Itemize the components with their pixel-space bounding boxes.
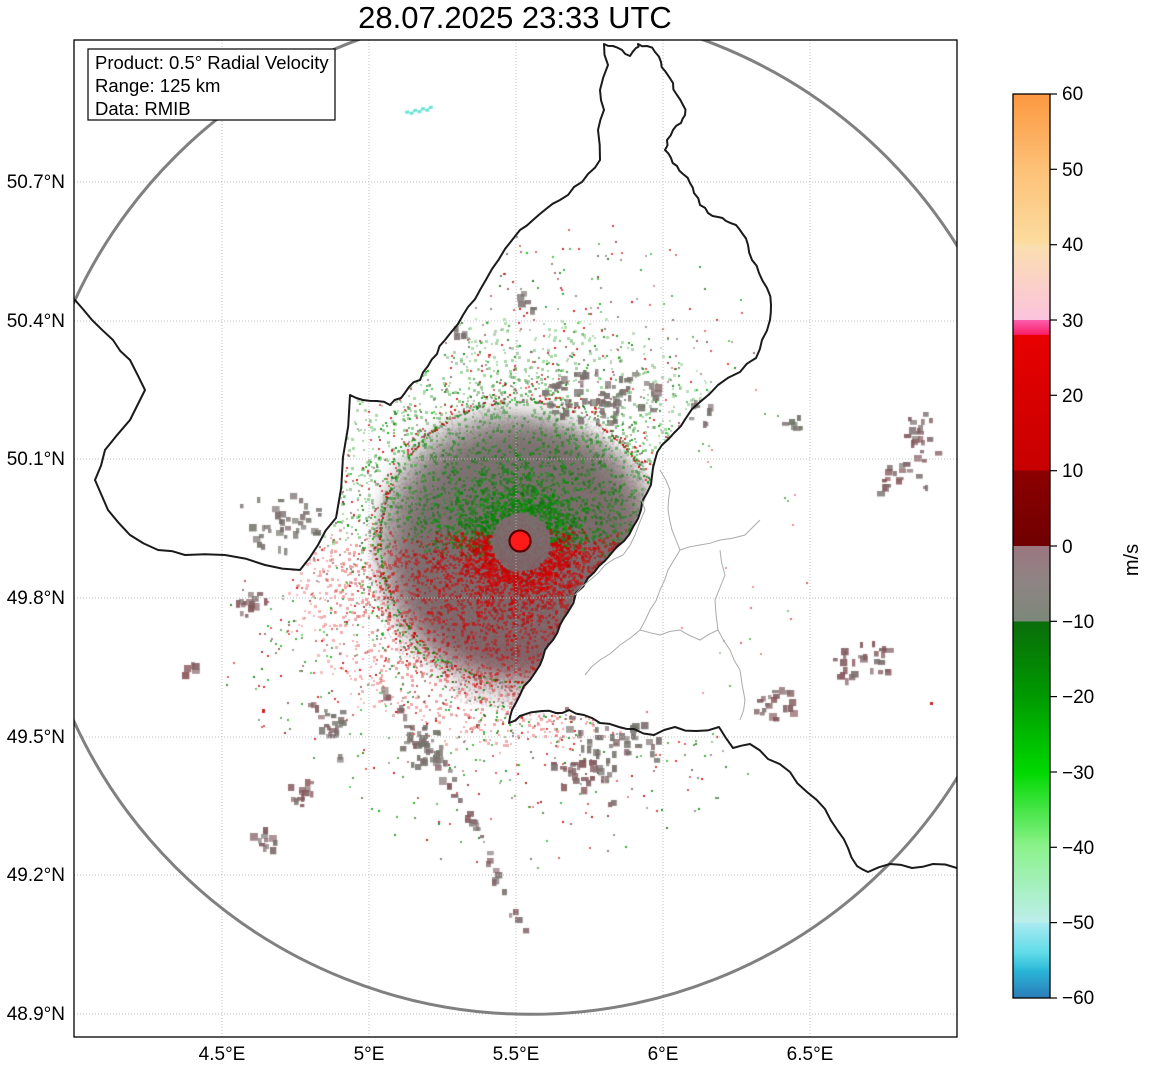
svg-text:5°E: 5°E	[354, 1044, 385, 1065]
svg-text:20: 20	[1062, 386, 1083, 407]
svg-text:−20: −20	[1062, 687, 1094, 708]
svg-text:−40: −40	[1062, 838, 1094, 859]
svg-text:−60: −60	[1062, 988, 1094, 1009]
svg-text:Data: RMIB: Data: RMIB	[95, 98, 191, 119]
svg-text:6°E: 6°E	[648, 1044, 679, 1065]
svg-text:−10: −10	[1062, 612, 1094, 633]
svg-text:40: 40	[1062, 235, 1083, 256]
svg-text:49.8°N: 49.8°N	[7, 588, 65, 609]
svg-text:50.7°N: 50.7°N	[7, 172, 65, 193]
svg-text:−50: −50	[1062, 913, 1094, 934]
svg-text:Range: 125 km: Range: 125 km	[95, 75, 220, 96]
svg-text:4.5°E: 4.5°E	[199, 1044, 246, 1065]
svg-text:10: 10	[1062, 461, 1083, 482]
svg-text:60: 60	[1062, 84, 1083, 105]
svg-text:−30: −30	[1062, 763, 1094, 784]
svg-text:28.07.2025 23:33 UTC: 28.07.2025 23:33 UTC	[358, 0, 672, 35]
svg-text:48.9°N: 48.9°N	[7, 1004, 65, 1025]
svg-text:50.4°N: 50.4°N	[7, 311, 65, 332]
svg-text:Product: 0.5° Radial Velocity: Product: 0.5° Radial Velocity	[95, 52, 329, 73]
svg-text:49.5°N: 49.5°N	[7, 727, 65, 748]
svg-text:6.5°E: 6.5°E	[787, 1044, 834, 1065]
svg-text:m/s: m/s	[1121, 544, 1143, 576]
svg-text:49.2°N: 49.2°N	[7, 865, 65, 886]
svg-text:0: 0	[1062, 537, 1073, 558]
svg-text:30: 30	[1062, 311, 1083, 332]
svg-text:50.1°N: 50.1°N	[7, 449, 65, 470]
svg-text:50: 50	[1062, 160, 1083, 181]
svg-text:5.5°E: 5.5°E	[493, 1044, 540, 1065]
